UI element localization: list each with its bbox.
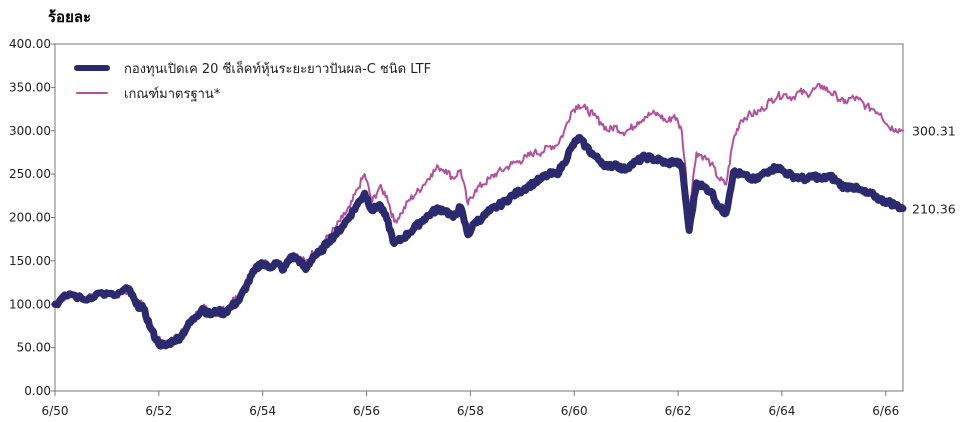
fund-series-line (51, 134, 907, 350)
legend-entry-label: เกณฑ์มาตรฐาน* (124, 86, 221, 102)
benchmark-end-label: 300.31 (912, 123, 956, 138)
x-tick-label: 6/52 (145, 404, 172, 418)
y-tick-label: 250.00 (9, 167, 51, 181)
x-tick-label: 6/62 (665, 404, 692, 418)
y-axis-label: ร้อยละ (48, 8, 91, 26)
x-tick-label: 6/56 (353, 404, 380, 418)
y-tick-label: 50.00 (17, 341, 51, 355)
x-tick-label: 6/60 (561, 404, 588, 418)
y-tick-label: 200.00 (9, 211, 51, 225)
x-axis: 6/50 6/52 6/54 6/56 6/58 6/60 6/62 6/64 6/66 (42, 391, 899, 418)
legend: กองทุนเปิดเค 20 ซีเล็คท์หุ้นระยะยาวปันผล… (74, 59, 431, 102)
legend-entry-label: กองทุนเปิดเค 20 ซีเล็คท์หุ้นระยะยาวปันผล… (124, 59, 431, 77)
series-lines (51, 82, 907, 350)
y-tick-label: 100.00 (9, 297, 51, 311)
x-tick-label: 6/50 (42, 404, 69, 418)
y-axis: 0.00 50.00 100.00 150.00 200.00 250.00 300.00 3… (9, 37, 55, 398)
x-tick-label: 6/58 (457, 404, 484, 418)
end-labels: 300.31 210.36 (912, 123, 956, 216)
x-tick-label: 6/54 (249, 404, 276, 418)
fund-end-label: 210.36 (912, 202, 956, 217)
y-tick-label: 400.00 (9, 37, 51, 51)
y-tick-label: 300.00 (9, 124, 51, 138)
x-tick-label: 6/64 (768, 404, 795, 418)
y-tick-label: 350.00 (9, 80, 51, 94)
benchmark-series-line (54, 82, 904, 345)
x-tick-label: 6/66 (872, 404, 899, 418)
y-tick-label: 150.00 (9, 254, 51, 268)
y-tick-label: 0.00 (24, 384, 51, 398)
